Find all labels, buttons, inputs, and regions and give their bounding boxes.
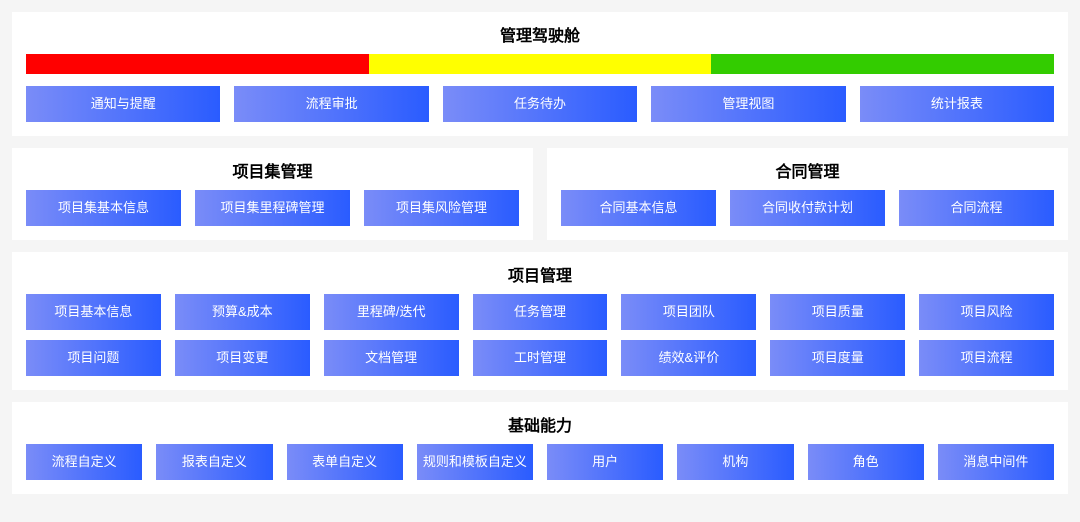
report-custom-button[interactable]: 报表自定义 <box>156 444 272 480</box>
proj-process-button[interactable]: 项目流程 <box>919 340 1054 376</box>
contract-payment-plan-button[interactable]: 合同收付款计划 <box>730 190 885 226</box>
contract-mgmt-title: 合同管理 <box>561 158 1054 182</box>
dashboard-buttons-row: 通知与提醒 流程审批 任务待办 管理视图 统计报表 <box>26 86 1054 122</box>
proj-doc-mgmt-button[interactable]: 文档管理 <box>324 340 459 376</box>
foundation-title: 基础能力 <box>26 412 1054 436</box>
status-seg-green <box>711 54 1054 74</box>
project-mgmt-row2: 项目问题 项目变更 文档管理 工时管理 绩效&评价 项目度量 项目流程 <box>26 340 1054 376</box>
program-milestone-button[interactable]: 项目集里程碑管理 <box>195 190 350 226</box>
status-bar <box>26 54 1054 74</box>
status-seg-red <box>26 54 369 74</box>
proj-change-button[interactable]: 项目变更 <box>175 340 310 376</box>
rule-template-custom-button[interactable]: 规则和模板自定义 <box>417 444 533 480</box>
tasks-button[interactable]: 任务待办 <box>443 86 637 122</box>
contract-mgmt-buttons: 合同基本信息 合同收付款计划 合同流程 <box>561 190 1054 226</box>
proj-team-button[interactable]: 项目团队 <box>621 294 756 330</box>
program-mgmt-buttons: 项目集基本信息 项目集里程碑管理 项目集风险管理 <box>26 190 519 226</box>
proj-milestone-iter-button[interactable]: 里程碑/迭代 <box>324 294 459 330</box>
dashboard-panel: 管理驾驶舱 通知与提醒 流程审批 任务待办 管理视图 统计报表 <box>12 12 1068 136</box>
program-mgmt-title: 项目集管理 <box>26 158 519 182</box>
proj-quality-button[interactable]: 项目质量 <box>770 294 905 330</box>
dashboard-title: 管理驾驶舱 <box>26 22 1054 46</box>
user-button[interactable]: 用户 <box>547 444 663 480</box>
proj-issue-button[interactable]: 项目问题 <box>26 340 161 376</box>
org-button[interactable]: 机构 <box>677 444 793 480</box>
notify-button[interactable]: 通知与提醒 <box>26 86 220 122</box>
proj-measure-button[interactable]: 项目度量 <box>770 340 905 376</box>
proj-budget-cost-button[interactable]: 预算&成本 <box>175 294 310 330</box>
program-mgmt-panel: 项目集管理 项目集基本信息 项目集里程碑管理 项目集风险管理 <box>12 148 533 240</box>
project-mgmt-row1: 项目基本信息 预算&成本 里程碑/迭代 任务管理 项目团队 项目质量 项目风险 <box>26 294 1054 330</box>
message-middleware-button[interactable]: 消息中间件 <box>938 444 1054 480</box>
role-button[interactable]: 角色 <box>808 444 924 480</box>
foundation-panel: 基础能力 流程自定义 报表自定义 表单自定义 规则和模板自定义 用户 机构 角色… <box>12 402 1068 494</box>
form-custom-button[interactable]: 表单自定义 <box>287 444 403 480</box>
project-mgmt-title: 项目管理 <box>26 262 1054 286</box>
program-risk-button[interactable]: 项目集风险管理 <box>364 190 519 226</box>
proj-basic-info-button[interactable]: 项目基本信息 <box>26 294 161 330</box>
proj-timesheet-button[interactable]: 工时管理 <box>473 340 608 376</box>
proj-risk-button[interactable]: 项目风险 <box>919 294 1054 330</box>
approval-button[interactable]: 流程审批 <box>234 86 428 122</box>
status-seg-yellow <box>369 54 712 74</box>
foundation-buttons: 流程自定义 报表自定义 表单自定义 规则和模板自定义 用户 机构 角色 消息中间… <box>26 444 1054 480</box>
proj-task-mgmt-button[interactable]: 任务管理 <box>473 294 608 330</box>
workflow-custom-button[interactable]: 流程自定义 <box>26 444 142 480</box>
program-basic-info-button[interactable]: 项目集基本信息 <box>26 190 181 226</box>
contract-process-button[interactable]: 合同流程 <box>899 190 1054 226</box>
middle-row: 项目集管理 项目集基本信息 项目集里程碑管理 项目集风险管理 合同管理 合同基本… <box>12 148 1068 240</box>
contract-mgmt-panel: 合同管理 合同基本信息 合同收付款计划 合同流程 <box>547 148 1068 240</box>
project-mgmt-panel: 项目管理 项目基本信息 预算&成本 里程碑/迭代 任务管理 项目团队 项目质量 … <box>12 252 1068 390</box>
mgmt-view-button[interactable]: 管理视图 <box>651 86 845 122</box>
proj-performance-button[interactable]: 绩效&评价 <box>621 340 756 376</box>
stats-report-button[interactable]: 统计报表 <box>860 86 1054 122</box>
contract-basic-info-button[interactable]: 合同基本信息 <box>561 190 716 226</box>
